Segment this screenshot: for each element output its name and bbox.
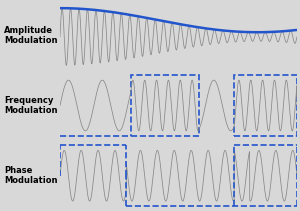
Bar (234, 75, 297, 136)
Text: Frequency
Modulation: Frequency Modulation (4, 96, 58, 115)
Text: Amplitude
Modulation: Amplitude Modulation (4, 26, 58, 45)
Text: Phase
Modulation: Phase Modulation (4, 166, 58, 185)
Bar (131, 75, 199, 136)
